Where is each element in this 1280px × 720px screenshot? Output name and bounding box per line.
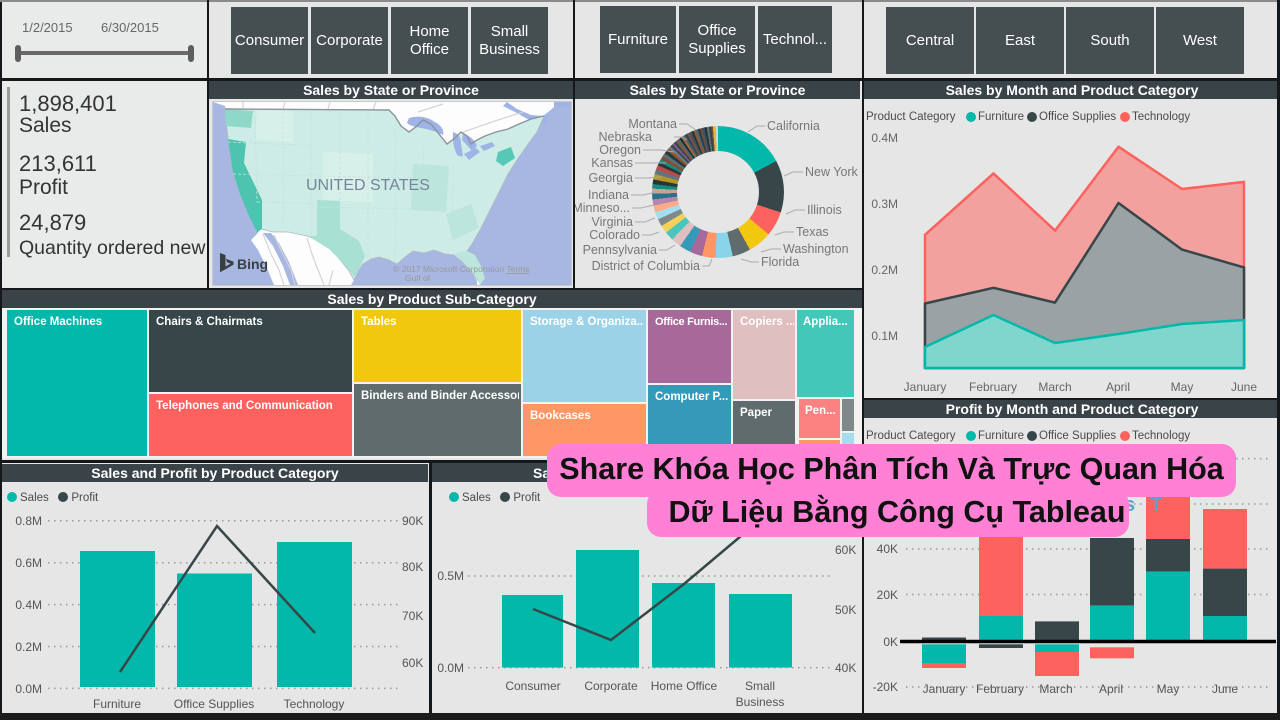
svg-text:0.2M: 0.2M xyxy=(15,640,42,654)
svg-text:January: January xyxy=(904,380,947,394)
svg-text:June: June xyxy=(1212,682,1238,696)
svg-text:© 2017 Microsoft Corporation: © 2017 Microsoft Corporation Terms xyxy=(393,264,530,274)
svg-text:70K: 70K xyxy=(402,609,423,623)
svg-text:0.2M: 0.2M xyxy=(871,263,898,277)
svg-text:Furniture: Furniture xyxy=(93,697,141,711)
svg-text:20K: 20K xyxy=(877,588,898,602)
svg-text:Business: Business xyxy=(736,695,785,709)
svg-text:March: March xyxy=(1038,380,1071,394)
svg-text:January: January xyxy=(923,682,966,696)
svg-text:Bing: Bing xyxy=(237,256,268,272)
svg-text:50K: 50K xyxy=(835,603,856,617)
svg-text:UNITED STATES: UNITED STATES xyxy=(306,177,430,194)
svg-text:0.4M: 0.4M xyxy=(871,131,898,145)
svg-text:February: February xyxy=(976,682,1024,696)
svg-text:April: April xyxy=(1099,682,1123,696)
svg-text:Home Office: Home Office xyxy=(651,679,718,693)
svg-text:0K: 0K xyxy=(883,635,898,649)
svg-text:Gulf of: Gulf of xyxy=(405,273,431,283)
svg-text:60K: 60K xyxy=(402,656,423,670)
svg-text:60K: 60K xyxy=(835,543,856,557)
svg-text:40K: 40K xyxy=(877,542,898,556)
svg-text:0.8M: 0.8M xyxy=(15,514,42,528)
svg-text:June: June xyxy=(1231,380,1257,394)
svg-text:February: February xyxy=(969,380,1017,394)
svg-text:0.5M: 0.5M xyxy=(437,569,464,583)
svg-text:Consumer: Consumer xyxy=(505,679,560,693)
svg-text:40K: 40K xyxy=(835,661,856,675)
svg-text:0.0M: 0.0M xyxy=(437,661,464,675)
svg-text:April: April xyxy=(1106,380,1130,394)
svg-text:Technology: Technology xyxy=(284,697,345,711)
svg-text:0.4M: 0.4M xyxy=(15,598,42,612)
svg-text:0.3M: 0.3M xyxy=(871,197,898,211)
svg-text:0.0M: 0.0M xyxy=(15,682,42,696)
svg-text:0.6M: 0.6M xyxy=(15,556,42,570)
svg-text:90K: 90K xyxy=(402,514,423,528)
svg-text:80K: 80K xyxy=(402,560,423,574)
svg-text:Corporate: Corporate xyxy=(584,679,638,693)
svg-text:March: March xyxy=(1039,682,1072,696)
svg-text:0.1M: 0.1M xyxy=(871,329,898,343)
svg-text:May: May xyxy=(1157,682,1180,696)
svg-text:Small: Small xyxy=(745,679,775,693)
svg-text:May: May xyxy=(1171,380,1194,394)
svg-text:-20K: -20K xyxy=(873,680,898,694)
svg-text:Office Supplies: Office Supplies xyxy=(174,697,255,711)
